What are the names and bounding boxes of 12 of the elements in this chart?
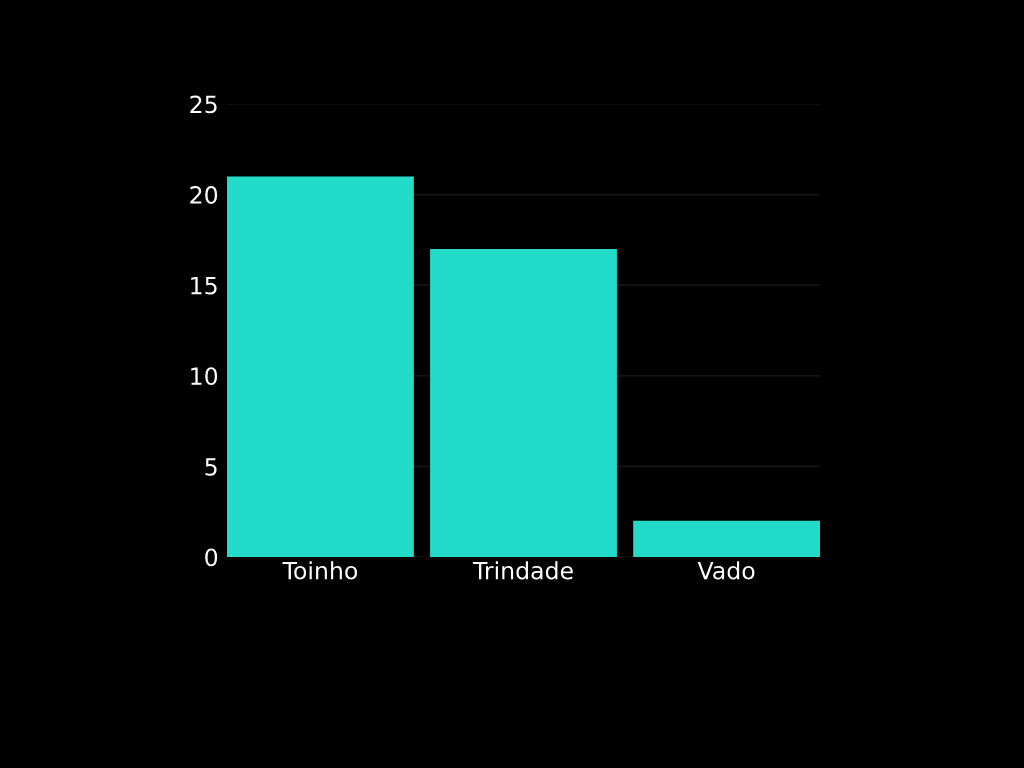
y-tick-label: 20: [190, 186, 218, 204]
y-tick-label: 5: [205, 458, 217, 476]
bar: [633, 520, 821, 558]
y-tick-label: 0: [205, 548, 218, 567]
x-tick-label: Trindade: [472, 561, 573, 580]
y-tick-label: 15: [191, 276, 217, 295]
x-tick-label: Toinho: [282, 561, 358, 580]
x-tick-label: Vado: [697, 561, 755, 580]
y-tick-label: 25: [190, 95, 217, 114]
bar: [227, 176, 414, 558]
bar: [430, 248, 617, 558]
y-tick-label: 10: [191, 367, 218, 386]
